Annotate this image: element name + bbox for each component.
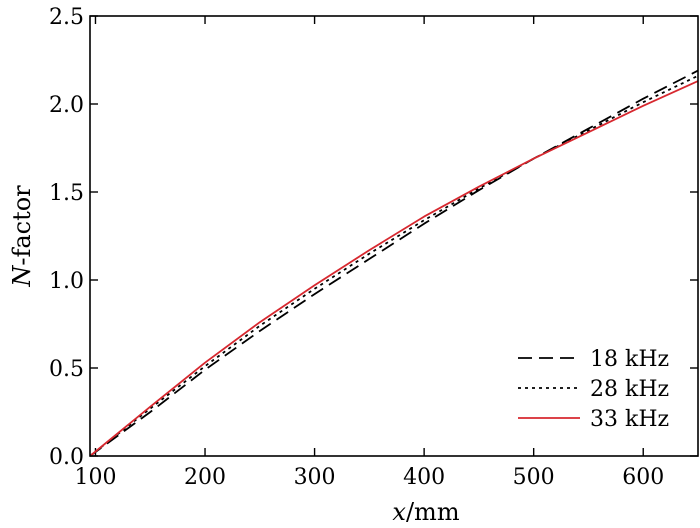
x-tick-label-0: 100 [74, 465, 116, 490]
x-axis-unit: /mm [406, 498, 460, 526]
tick-labels: 100 200 300 400 500 600 0.0 0.5 1.0 1.5 2.0 2.5 [49, 5, 664, 490]
series-layer [89, 69, 699, 457]
series-line-33-khz [89, 80, 699, 457]
y-tick-label-2: 1.0 [49, 269, 84, 294]
y-tick-label-0: 0.0 [49, 445, 84, 470]
plot-frame [89, 15, 699, 457]
y-tick-label-5: 2.5 [49, 5, 84, 30]
series-line-18-khz [89, 69, 699, 457]
y-tick-label-4: 2.0 [49, 93, 84, 118]
x-axis-variable: x [392, 498, 406, 526]
x-tick-label-1: 200 [184, 465, 226, 490]
y-tick-label-3: 1.5 [49, 181, 84, 206]
legend-label-0: 18 kHz [590, 347, 669, 372]
legend-label-2: 33 kHz [590, 407, 669, 432]
x-tick-label-3: 400 [403, 465, 445, 490]
x-tick-label-4: 500 [513, 465, 555, 490]
legend-label-1: 28 kHz [590, 377, 669, 402]
y-tick-label-1: 0.5 [49, 357, 84, 382]
x-tick-label-5: 600 [622, 465, 664, 490]
y-axis-title: N-factor [8, 185, 36, 288]
y-axis-label-rest: -factor [8, 185, 36, 266]
series-line-28-khz [89, 74, 699, 457]
legend: 18 kHz 28 kHz 33 kHz [518, 347, 669, 432]
x-axis-title: x/mm [392, 498, 459, 526]
x-tick-label-2: 300 [294, 465, 336, 490]
y-axis-variable: N [8, 265, 36, 288]
